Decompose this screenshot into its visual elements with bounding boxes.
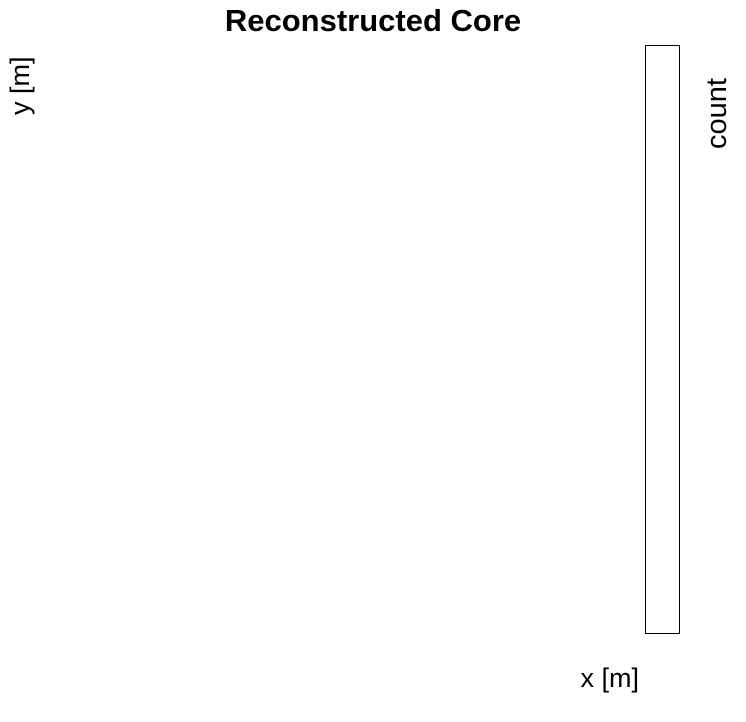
y-axis-title: y [m] <box>5 56 35 116</box>
chart-title: Reconstructed Core <box>224 3 522 38</box>
heatmap-plot-area <box>74 45 639 634</box>
x-axis-title: x [m] <box>580 663 640 693</box>
z-axis-title: count <box>701 78 733 149</box>
colorbar <box>645 45 680 634</box>
